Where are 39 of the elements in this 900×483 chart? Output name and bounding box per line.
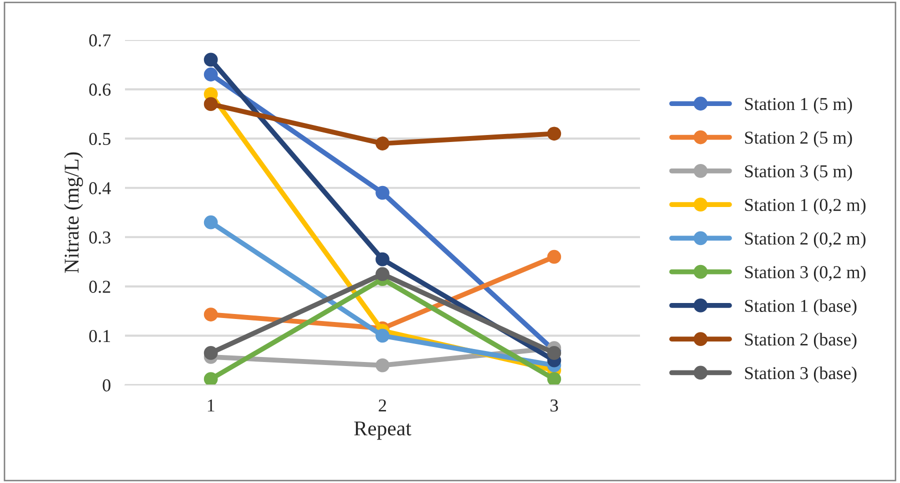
y-tick-label: 0.4 <box>89 182 111 194</box>
y-tick-label: 0.5 <box>89 132 110 146</box>
x-axis-title: Repeat <box>354 422 412 440</box>
legend-label: Station 2 (5 m) <box>745 131 852 148</box>
point <box>376 358 390 372</box>
point <box>547 250 562 264</box>
legend-label: Station 1 (5 m) <box>745 97 852 114</box>
point <box>204 308 218 322</box>
legend-label: Station 1 (base) <box>745 299 856 316</box>
point <box>204 97 218 112</box>
point <box>376 252 390 266</box>
y-tick-label: 0.3 <box>89 231 110 244</box>
point <box>376 136 390 150</box>
point <box>376 328 390 343</box>
x-tick-label: 2 <box>378 399 386 412</box>
point <box>204 68 218 82</box>
legend-label: Station 2 (0,2 m) <box>745 232 866 248</box>
y-tick-label: 0.6 <box>89 84 111 96</box>
legend-label: Station 3 (base) <box>745 366 856 383</box>
point <box>547 126 562 141</box>
point <box>204 52 218 67</box>
point <box>204 215 218 230</box>
legend-label: Station 3 (5 m) <box>745 164 852 182</box>
x-tick-label: 3 <box>550 399 558 412</box>
y-axis-title: Nitrate (mg/L) <box>64 152 83 273</box>
point <box>547 346 562 360</box>
y-tick-label: 0.1 <box>89 330 110 342</box>
point <box>204 372 218 385</box>
x-tick-label: 1 <box>208 400 214 412</box>
y-tick-label: 0.7 <box>89 34 111 47</box>
y-tick-label: 0.2 <box>89 280 110 293</box>
legend-label: Station 2 (base) <box>745 332 856 350</box>
point <box>376 186 390 200</box>
y-tick-label: 0 <box>102 379 110 392</box>
point <box>204 346 218 360</box>
legend-label: Station 3 (0,2 m) <box>745 266 866 282</box>
legend-label: Station 1 (0,2 m) <box>745 198 866 215</box>
point <box>376 267 390 282</box>
point <box>547 372 562 385</box>
